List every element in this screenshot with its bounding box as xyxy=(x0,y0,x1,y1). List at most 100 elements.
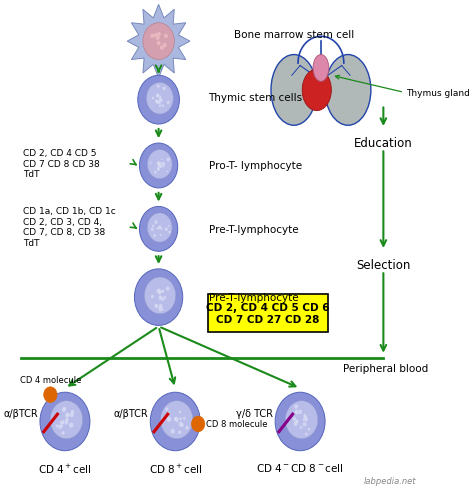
Circle shape xyxy=(150,163,152,165)
Circle shape xyxy=(162,105,164,108)
Circle shape xyxy=(305,433,308,436)
Circle shape xyxy=(151,295,154,299)
Circle shape xyxy=(158,290,161,293)
Circle shape xyxy=(162,299,164,302)
Circle shape xyxy=(305,418,308,422)
Text: labpedia.net: labpedia.net xyxy=(364,476,417,485)
Text: CD 2, CD 4 CD 5
CD 7 CD 8 CD 38
TdT: CD 2, CD 4 CD 5 CD 7 CD 8 CD 38 TdT xyxy=(23,149,100,179)
Circle shape xyxy=(168,231,171,234)
Circle shape xyxy=(163,163,165,165)
Circle shape xyxy=(167,417,171,422)
Circle shape xyxy=(159,99,161,102)
Text: Bone marrow stem cell: Bone marrow stem cell xyxy=(234,30,354,40)
Circle shape xyxy=(302,422,307,427)
Circle shape xyxy=(158,307,163,312)
Text: Pre-T-lymphocyte: Pre-T-lymphocyte xyxy=(209,292,298,303)
Circle shape xyxy=(147,150,172,180)
Text: α/βTCR: α/βTCR xyxy=(3,408,38,418)
Circle shape xyxy=(163,166,164,168)
Circle shape xyxy=(164,35,168,39)
Circle shape xyxy=(161,159,163,161)
Circle shape xyxy=(303,414,306,418)
Circle shape xyxy=(155,221,157,224)
Circle shape xyxy=(159,99,163,103)
Circle shape xyxy=(64,407,66,410)
Circle shape xyxy=(179,410,181,413)
Circle shape xyxy=(139,144,178,188)
Circle shape xyxy=(143,24,174,61)
Text: Pre-T-lymphocyte: Pre-T-lymphocyte xyxy=(209,224,298,234)
Circle shape xyxy=(157,33,161,38)
Circle shape xyxy=(70,413,73,417)
Circle shape xyxy=(162,290,164,293)
Circle shape xyxy=(69,423,73,428)
Circle shape xyxy=(167,412,171,416)
Circle shape xyxy=(191,416,205,432)
Circle shape xyxy=(166,287,170,291)
Text: CD 4 molecule: CD 4 molecule xyxy=(20,375,81,384)
Text: Peripheral blood: Peripheral blood xyxy=(343,363,428,373)
Circle shape xyxy=(152,97,154,100)
Circle shape xyxy=(162,163,165,167)
Circle shape xyxy=(159,227,162,230)
Circle shape xyxy=(163,88,165,91)
Text: CD 8 molecule: CD 8 molecule xyxy=(207,420,268,428)
Circle shape xyxy=(156,101,159,104)
Circle shape xyxy=(156,289,161,294)
Circle shape xyxy=(50,401,82,439)
Circle shape xyxy=(166,416,171,422)
Text: α/βTCR: α/βTCR xyxy=(113,408,148,418)
Circle shape xyxy=(66,414,69,417)
Circle shape xyxy=(150,392,200,451)
Circle shape xyxy=(159,105,161,108)
Circle shape xyxy=(285,401,318,439)
Circle shape xyxy=(166,171,168,173)
Circle shape xyxy=(163,44,167,48)
Circle shape xyxy=(293,422,298,426)
Circle shape xyxy=(171,429,175,434)
Circle shape xyxy=(158,163,161,166)
Circle shape xyxy=(161,228,163,230)
Circle shape xyxy=(65,413,70,418)
Circle shape xyxy=(300,426,302,429)
Circle shape xyxy=(153,225,155,227)
Circle shape xyxy=(161,163,163,164)
Circle shape xyxy=(150,35,154,39)
Text: CD 1a, CD 1b, CD 1c
CD 2, CD 3, CD 4,
CD 7, CD 8, CD 38
TdT: CD 1a, CD 1b, CD 1c CD 2, CD 3, CD 4, CD… xyxy=(23,207,116,247)
Circle shape xyxy=(157,164,161,168)
Circle shape xyxy=(161,401,193,439)
Text: CD 4$^-$CD 8$^-$cell: CD 4$^-$CD 8$^-$cell xyxy=(256,462,344,473)
Circle shape xyxy=(298,410,302,414)
Circle shape xyxy=(168,225,170,227)
Ellipse shape xyxy=(302,70,331,111)
Circle shape xyxy=(155,101,159,104)
Text: Education: Education xyxy=(354,137,413,150)
Circle shape xyxy=(275,392,325,451)
Circle shape xyxy=(159,96,161,99)
Circle shape xyxy=(167,102,170,105)
Circle shape xyxy=(135,269,183,326)
Circle shape xyxy=(308,427,310,431)
Circle shape xyxy=(158,292,161,295)
Circle shape xyxy=(157,167,160,171)
Circle shape xyxy=(155,304,158,308)
Circle shape xyxy=(165,228,168,232)
Circle shape xyxy=(145,278,176,314)
Circle shape xyxy=(146,83,173,115)
Circle shape xyxy=(296,420,299,423)
Circle shape xyxy=(157,41,161,46)
Circle shape xyxy=(138,76,179,125)
Text: CD 4$^+$cell: CD 4$^+$cell xyxy=(38,462,91,475)
Circle shape xyxy=(302,419,305,421)
Circle shape xyxy=(58,425,62,429)
Circle shape xyxy=(159,165,163,169)
Circle shape xyxy=(156,37,160,41)
Circle shape xyxy=(175,417,178,420)
Circle shape xyxy=(179,417,182,421)
Text: Thymic stem cells: Thymic stem cells xyxy=(209,93,303,103)
Circle shape xyxy=(154,235,156,238)
FancyBboxPatch shape xyxy=(208,294,328,332)
Circle shape xyxy=(164,296,166,300)
Circle shape xyxy=(175,418,179,422)
Text: Selection: Selection xyxy=(356,259,410,271)
